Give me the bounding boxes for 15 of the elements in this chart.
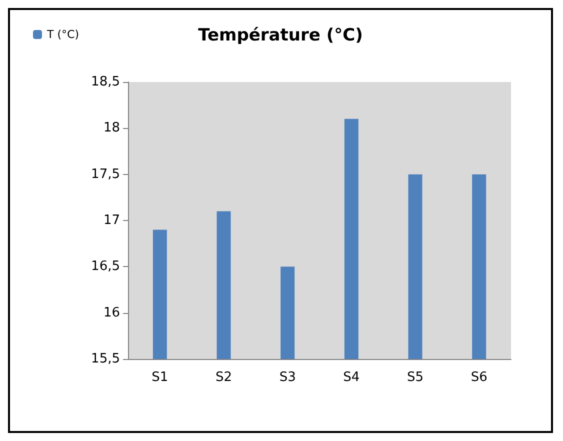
- y-tick-label: 17,5: [91, 166, 120, 182]
- chart-title: Température (°C): [198, 26, 363, 46]
- x-tick-label: S6: [470, 370, 488, 385]
- legend-label: T (°C): [46, 28, 79, 41]
- y-tick-label: 16: [103, 305, 120, 320]
- x-tick-label: S1: [152, 370, 168, 385]
- y-tick-label: 16,5: [91, 259, 120, 274]
- x-tick-label: S2: [215, 370, 232, 385]
- y-tick-label: 15,5: [91, 352, 120, 366]
- y-tick-label: 18: [103, 120, 120, 136]
- y-tick-label: 17: [103, 213, 120, 228]
- x-tick-label: S5: [406, 370, 424, 385]
- x-tick-label: S4: [343, 370, 360, 385]
- x-tick-label: S3: [279, 370, 296, 385]
- y-tick-label: 18,5: [91, 74, 120, 90]
